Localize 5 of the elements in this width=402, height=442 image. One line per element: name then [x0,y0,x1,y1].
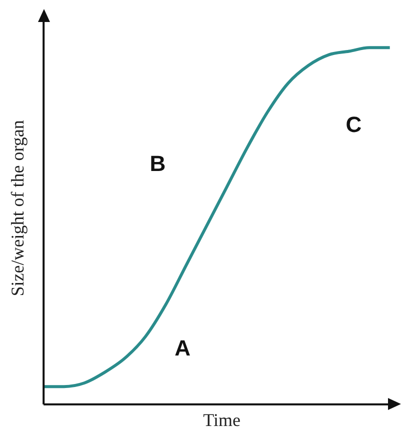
annotation: C [346,112,362,137]
x-axis-title: Time [203,410,240,430]
y-axis-title: Size/weight of the organ [8,120,28,296]
annotation: B [150,151,166,176]
annotation: A [174,336,191,361]
